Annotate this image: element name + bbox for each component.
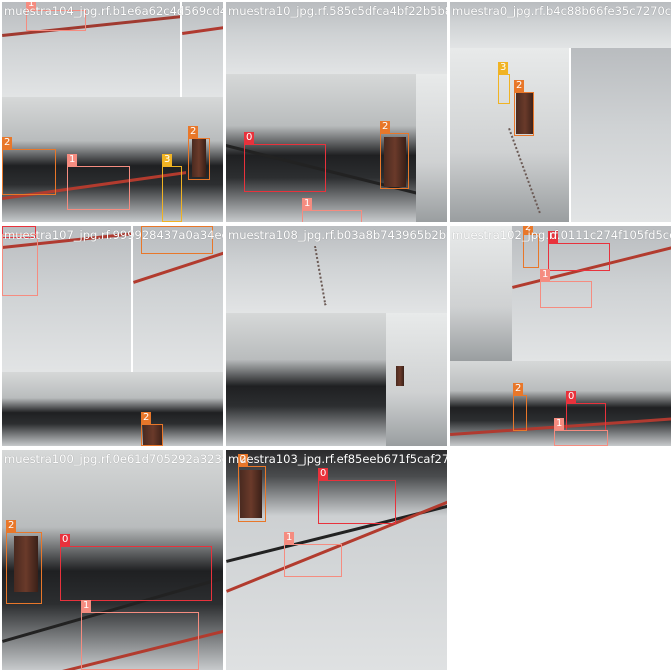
tile-1-image-top-right [182, 2, 223, 97]
tile-7-box-b-label: 0 [60, 534, 71, 546]
tile-2-box-c: 1 [302, 198, 362, 222]
tile-7-box-a-label: 2 [6, 520, 17, 532]
tile-4-image-left [2, 226, 131, 372]
tile-1-image-bottom-right [186, 97, 223, 222]
tile-1-box-a-label: 1 [26, 2, 37, 10]
tile-7-image [2, 450, 223, 670]
tile-1-box-d-label: 3 [162, 154, 173, 166]
tile-6-image-left [450, 226, 512, 361]
tile-3-box-b: 2 [514, 80, 534, 136]
tile-6-box-f: 1 [554, 418, 608, 446]
tile-2-box-c-label: 1 [302, 198, 313, 210]
tile-8-box-c: 1 [284, 532, 342, 577]
tile-8-image [226, 450, 447, 670]
tile-7-box-c-label: 1 [81, 600, 92, 612]
tile-1-image-bottom-left [2, 97, 186, 222]
mosaic-tile-2: muestra10_jpg.rf.585c5dfca4bf22b5b8a5d 0… [226, 2, 447, 222]
tile-6-box-e: 0 [566, 391, 606, 431]
tile-8-caption: muestra103_jpg.rf.ef85eeb671f5caf27796c5 [228, 452, 447, 466]
mosaic-tile-1: muestra104_jpg.rf.b1e6a62c4d569cd4a6e1e2… [2, 2, 223, 222]
tile-8-box-c-label: 1 [284, 532, 295, 544]
tile-6-caption: muestra102_jpg.rf.0111c274f105fd5ced [452, 228, 671, 242]
mosaic-tile-4: muestra107_jpg.rf.999928437a0a34ec0b22a … [2, 226, 223, 446]
tile-6-box-f-label: 1 [554, 418, 565, 430]
tile-2-box-b: 2 [380, 121, 409, 189]
tile-4-caption: muestra107_jpg.rf.999928437a0a34ec0b22a [4, 228, 223, 242]
tile-2-caption: muestra10_jpg.rf.585c5dfca4bf22b5b8a5d [228, 4, 447, 18]
tile-5-caption: muestra108_jpg.rf.b03a8b743965b2b38 [228, 228, 447, 242]
tile-8-box-b: 0 [318, 468, 396, 524]
tile-4-image-bottom-left [2, 372, 133, 446]
tile-4-box-d: 2 [141, 412, 163, 446]
tile-3-image-top [450, 2, 671, 48]
tile-1-box-d: 3 [162, 154, 182, 222]
tile-6-box-c: 1 [540, 269, 592, 308]
tile-2-box-a-label: 0 [244, 132, 255, 144]
tile-1-box-e: 2 [188, 126, 210, 180]
tile-3-box-b-label: 2 [514, 80, 525, 92]
tile-1-box-e-label: 2 [188, 126, 199, 138]
tile-4-box-c: 2 [141, 226, 213, 254]
tile-2-box-a: 0 [244, 132, 326, 192]
tile-7-box-b: 0 [60, 534, 212, 601]
tile-4-box-d-label: 2 [141, 412, 152, 424]
tile-7-box-c: 1 [81, 600, 199, 670]
tile-5-image-bottom-left [226, 313, 386, 446]
tile-1-image-top-left [2, 2, 180, 97]
tile-1-box-a: 1 [26, 2, 86, 31]
tile-4-box-c-label: 2 [141, 226, 152, 227]
tile-7-box-a: 2 [6, 520, 42, 604]
mosaic-tile-8: muestra103_jpg.rf.ef85eeb671f5caf27796c5… [226, 450, 447, 670]
tile-1-box-c: 1 [67, 154, 130, 210]
tile-4-image-bottom-right [133, 372, 223, 446]
tile-3-image-right [571, 48, 671, 222]
tile-6-box-b-label: 0 [548, 231, 559, 243]
tile-8-box-b-label: 0 [318, 468, 329, 480]
tile-6-box-d-label: 2 [513, 383, 524, 395]
tile-6-box-a: 2 [523, 226, 539, 268]
tile-4-image-right [133, 226, 223, 372]
tile-1-box-b: 2 [2, 137, 56, 195]
tile-6-box-d: 2 [513, 383, 527, 431]
tile-5-image-top [226, 226, 447, 313]
tile-6-box-e-label: 0 [566, 391, 577, 403]
tile-4-box-b [2, 234, 38, 296]
tile-1-caption: muestra104_jpg.rf.b1e6a62c4d569cd4a6e1e2 [4, 4, 223, 18]
tile-2-image-right [416, 74, 447, 222]
mosaic-tile-6: muestra102_jpg.rf.0111c274f105fd5ced 2 0… [450, 226, 671, 446]
tile-3-caption: muestra0_jpg.rf.b4c88b66fe35c7270c [452, 4, 671, 18]
tile-3-box-a-label: 3 [498, 62, 509, 74]
mosaic-tile-5: muestra108_jpg.rf.b03a8b743965b2b38 [226, 226, 447, 446]
tile-2-box-b-label: 2 [380, 121, 391, 133]
mosaic-tile-7: muestra100_jpg.rf.0e61d705292a323c42a85 … [2, 450, 223, 670]
tile-7-caption: muestra100_jpg.rf.0e61d705292a323c42a85 [4, 452, 223, 466]
tile-8-box-a-label: 2 [238, 454, 249, 466]
mosaic-tile-3: muestra0_jpg.rf.b4c88b66fe35c7270c 3 2 [450, 2, 671, 222]
tile-1-box-c-label: 1 [67, 154, 78, 166]
tile-4-box-a-label: 0 [2, 226, 13, 227]
tile-3-box-a: 3 [498, 62, 510, 104]
tile-1-box-b-label: 2 [2, 137, 13, 149]
tile-6-box-b: 0 [548, 231, 610, 271]
tile-4-box-a: 0 [2, 226, 36, 238]
tile-8-box-a: 2 [238, 454, 266, 522]
tile-2-image-top [226, 2, 447, 74]
tile-6-image-bottom [450, 361, 671, 446]
tile-6-box-a-label: 2 [523, 226, 534, 234]
tile-6-box-c-label: 1 [540, 269, 551, 281]
